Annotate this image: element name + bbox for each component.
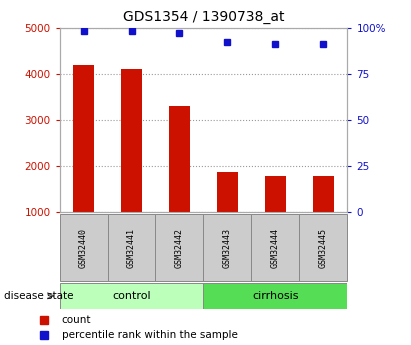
Title: GDS1354 / 1390738_at: GDS1354 / 1390738_at <box>123 10 284 24</box>
Bar <box>60 214 108 281</box>
Text: GSM32442: GSM32442 <box>175 228 184 267</box>
Text: count: count <box>62 315 91 325</box>
Bar <box>155 214 203 281</box>
Bar <box>299 214 347 281</box>
Bar <box>60 283 203 309</box>
Text: percentile rank within the sample: percentile rank within the sample <box>62 330 238 340</box>
Bar <box>73 65 95 212</box>
Bar <box>217 171 238 212</box>
Bar <box>108 214 155 281</box>
Text: disease state: disease state <box>4 291 74 301</box>
Text: GSM32445: GSM32445 <box>319 228 328 267</box>
Bar <box>203 283 347 309</box>
Bar <box>252 214 299 281</box>
Bar <box>121 69 142 212</box>
Text: GSM32440: GSM32440 <box>79 228 88 267</box>
Bar <box>169 106 190 212</box>
Text: control: control <box>112 291 151 301</box>
Text: GSM32443: GSM32443 <box>223 228 232 267</box>
Text: GSM32441: GSM32441 <box>127 228 136 267</box>
Bar <box>203 214 252 281</box>
Bar <box>265 176 286 212</box>
Text: GSM32444: GSM32444 <box>271 228 280 267</box>
Bar <box>312 176 334 212</box>
Text: cirrhosis: cirrhosis <box>252 291 299 301</box>
